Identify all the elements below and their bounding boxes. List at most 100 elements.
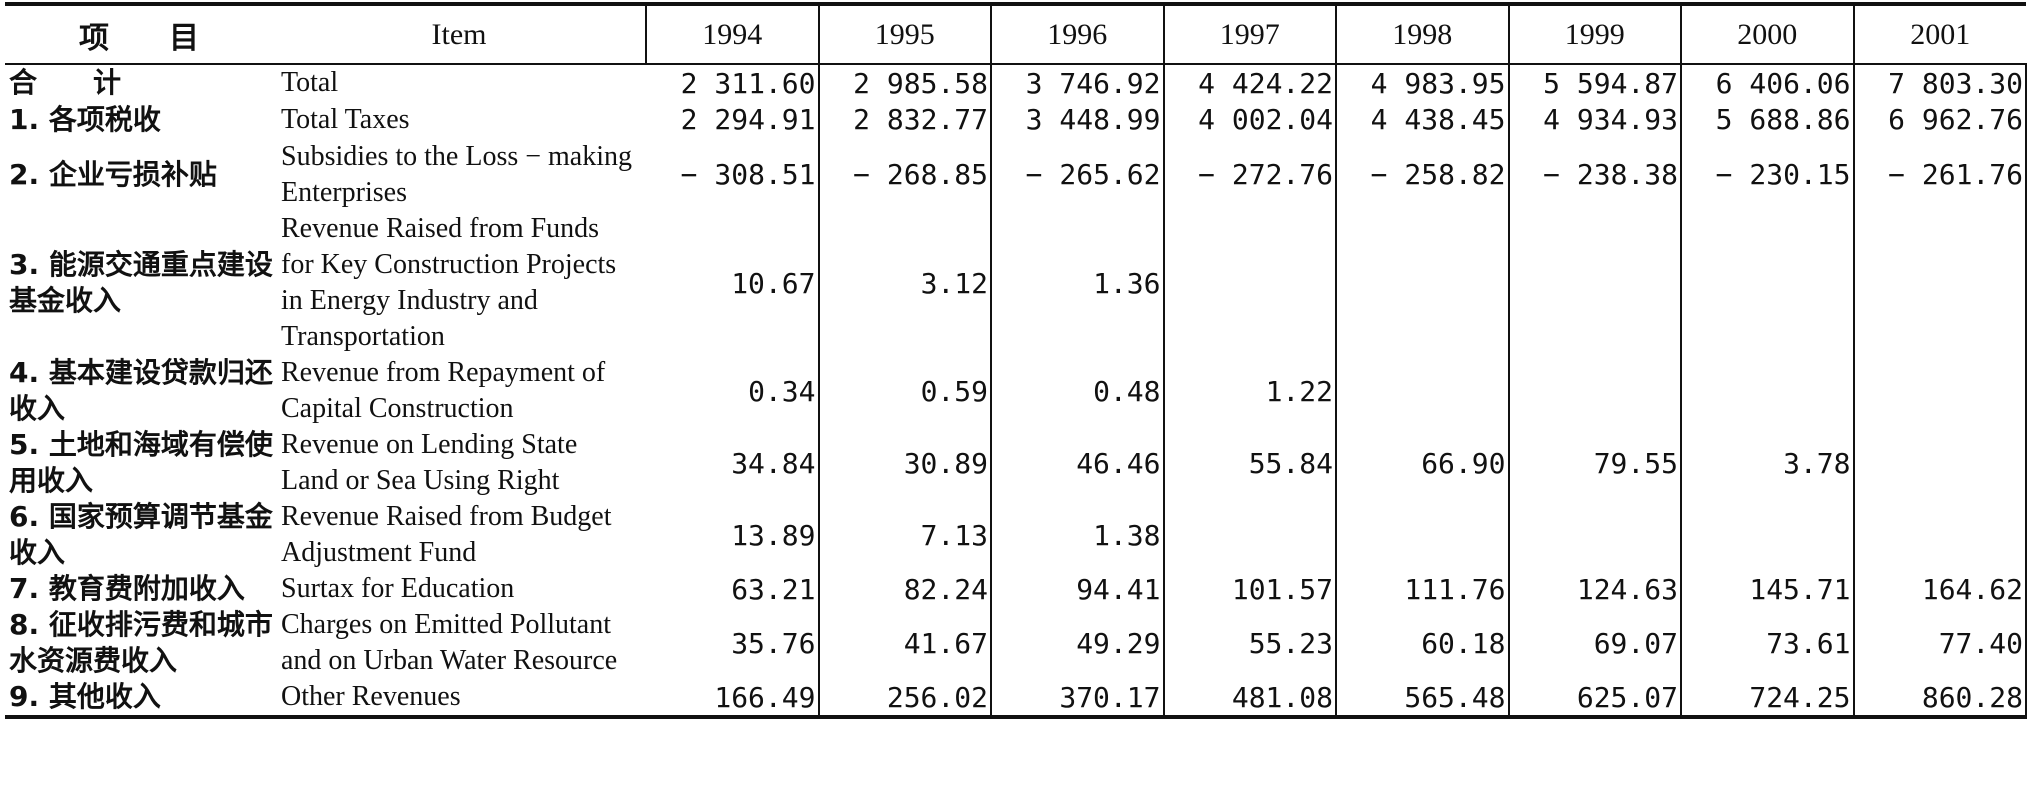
row-label-en: Subsidies to the Loss − making Enterpris… — [281, 140, 633, 208]
row-label-cn: 9. 其他收入 — [5, 679, 273, 719]
value-cell — [1336, 211, 1510, 355]
value-cell — [1681, 499, 1855, 571]
row-label-en: Charges on Emitted Pollutant and on Urba… — [281, 609, 618, 676]
value-cell — [1163, 211, 1337, 355]
revenue-table-container: 项 目 Item 1994 1995 1996 1997 1998 1999 2… — [5, 2, 2027, 719]
row-label-en: Total — [281, 67, 339, 98]
header-year: 1996 — [990, 2, 1164, 65]
value-cell: 46.46 — [991, 427, 1165, 499]
value-cell — [1508, 211, 1682, 355]
row-label-en: Revenue on Lending State Land or Sea Usi… — [281, 429, 578, 496]
value-cell — [1508, 499, 1682, 571]
row-label-cn: 3. 能源交通重点建设基金收入 — [9, 248, 273, 317]
value-cell — [1508, 355, 1682, 427]
table-row: 6. 国家预算调节基金收入 Revenue Raised from Budget … — [5, 499, 2027, 571]
value-cell — [1853, 427, 2027, 499]
table-row: 9. 其他收入 Other Revenues 166.49 256.02 370.17 4… — [5, 679, 2027, 719]
value-cell — [1853, 499, 2027, 571]
header-year: 2000 — [1680, 2, 1854, 65]
value-cell: 35.76 — [646, 607, 820, 679]
row-label-cn: 6. 国家预算调节基金收入 — [9, 500, 273, 569]
value-cell: 55.23 — [1163, 607, 1337, 679]
value-cell: 101.57 — [1163, 571, 1337, 607]
row-label-cn: 5. 土地和海域有偿使用收入 — [9, 428, 273, 497]
value-cell: 4 983.95 — [1336, 64, 1510, 101]
row-label-cn: 2. 企业亏损补贴 — [9, 157, 217, 191]
value-cell: 63.21 — [646, 571, 820, 607]
row-label-en: Surtax for Education — [281, 573, 515, 604]
table-row: 5. 土地和海域有偿使用收入 Revenue on Lending State L… — [5, 427, 2027, 499]
value-cell: 5 594.87 — [1508, 64, 1682, 101]
value-cell: 3.78 — [1681, 427, 1855, 499]
value-cell: 2 294.91 — [646, 101, 820, 138]
table-body: 合 计 Total 2 311.60 2 985.58 3 746.92 4 424.22… — [5, 64, 2027, 719]
header-row: 项 目 Item 1994 1995 1996 1997 1998 1999 2… — [5, 2, 2026, 65]
value-cell: 0.34 — [646, 355, 820, 427]
row-label-cn: 1. 各项税收 — [9, 102, 161, 136]
value-cell: − 261.76 — [1853, 138, 2027, 211]
value-cell: 860.28 — [1853, 679, 2027, 719]
value-cell — [1853, 355, 2027, 427]
value-cell: 77.40 — [1853, 607, 2027, 679]
value-cell: 370.17 — [991, 679, 1165, 719]
value-cell — [1163, 499, 1337, 571]
row-label-en: Other Revenues — [273, 679, 646, 719]
value-cell: 73.61 — [1681, 607, 1855, 679]
value-cell: 481.08 — [1163, 679, 1337, 719]
header-item-en: Item — [273, 2, 646, 65]
value-cell: 7 803.30 — [1853, 64, 2027, 101]
value-cell: 55.84 — [1163, 427, 1337, 499]
table-row: 合 计 Total 2 311.60 2 985.58 3 746.92 4 424.22… — [5, 64, 2027, 101]
table-row: 7. 教育费附加收入 Surtax for Education 63.21 82.24… — [5, 571, 2027, 607]
value-cell: 4 934.93 — [1508, 101, 1682, 138]
header-item-cn: 项 目 — [5, 2, 273, 65]
value-cell: 34.84 — [646, 427, 820, 499]
value-cell: 164.62 — [1853, 571, 2027, 607]
value-cell: 66.90 — [1336, 427, 1510, 499]
value-cell: 49.29 — [991, 607, 1165, 679]
value-cell: 145.71 — [1681, 571, 1855, 607]
row-label-en: Revenue from Repayment of Capital Constr… — [281, 357, 606, 424]
value-cell: 3 448.99 — [991, 101, 1165, 138]
value-cell — [1681, 211, 1855, 355]
row-label-cn: 4. 基本建设贷款归还收入 — [9, 356, 273, 425]
table-row: 8. 征收排污费和城市水资源费收入 Charges on Emitted Poll… — [5, 607, 2027, 679]
value-cell: − 265.62 — [991, 138, 1165, 211]
row-label-en: Revenue Raised from Funds for Key Constr… — [281, 213, 617, 352]
table-row: 3. 能源交通重点建设基金收入 Revenue Raised from Funds… — [5, 211, 2027, 355]
value-cell: − 308.51 — [646, 138, 820, 211]
value-cell — [1853, 211, 2027, 355]
value-cell: 7.13 — [818, 499, 992, 571]
value-cell: 60.18 — [1336, 607, 1510, 679]
header-year: 2001 — [1852, 2, 2026, 65]
row-label-cn: 合 计 — [9, 66, 122, 99]
value-cell: 3 746.92 — [991, 64, 1165, 101]
row-label-cn: 8. 征收排污费和城市水资源费收入 — [9, 608, 273, 677]
header-year: 1999 — [1507, 2, 1681, 65]
value-cell: − 258.82 — [1336, 138, 1510, 211]
row-label-en: Total Taxes — [281, 103, 410, 135]
value-cell: 111.76 — [1336, 571, 1510, 607]
value-cell: − 230.15 — [1681, 138, 1855, 211]
value-cell: 6 962.76 — [1853, 101, 2027, 138]
value-cell: 256.02 — [818, 679, 992, 719]
value-cell: 0.59 — [818, 355, 992, 427]
value-cell: 124.63 — [1508, 571, 1682, 607]
value-cell: 10.67 — [646, 211, 820, 355]
value-cell: 94.41 — [991, 571, 1165, 607]
value-cell: 2 311.60 — [646, 64, 820, 101]
table-row: 2. 企业亏损补贴 Subsidies to the Loss − making … — [5, 138, 2027, 211]
value-cell: 0.48 — [991, 355, 1165, 427]
value-cell: 69.07 — [1508, 607, 1682, 679]
value-cell: 6 406.06 — [1681, 64, 1855, 101]
table-row: 4. 基本建设贷款归还收入 Revenue from Repayment of C… — [5, 355, 2027, 427]
table-row: 1. 各项税收 Total Taxes 2 294.91 2 832.77 3 448.… — [5, 101, 2027, 138]
value-cell: 625.07 — [1508, 679, 1682, 719]
value-cell: 166.49 — [646, 679, 820, 719]
value-cell: 1.38 — [991, 499, 1165, 571]
value-cell — [1336, 499, 1510, 571]
value-cell — [1681, 355, 1855, 427]
value-cell: 79.55 — [1508, 427, 1682, 499]
value-cell: 82.24 — [818, 571, 992, 607]
value-cell: 565.48 — [1336, 679, 1510, 719]
